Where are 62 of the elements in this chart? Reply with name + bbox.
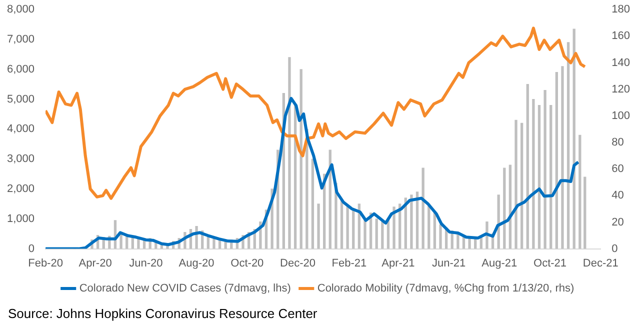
- y2-tick-label: 0: [612, 242, 618, 255]
- source-note: Source: Johns Hopkins Coronavirus Resource Center: [8, 306, 318, 321]
- y2-tick-label: 60: [612, 163, 624, 176]
- x-tick-label: Aug-20: [178, 257, 214, 270]
- bar: [317, 204, 320, 249]
- bar: [352, 210, 355, 249]
- y-tick-label: 7,000: [6, 34, 35, 46]
- bar: [526, 84, 529, 249]
- legend-label: Colorado Mobility (7dmavg, %Chg from 1/13/20, rhs): [317, 282, 574, 295]
- x-tick-label: Apr-20: [78, 257, 112, 270]
- bar: [532, 98, 535, 249]
- bar: [538, 104, 541, 249]
- bar: [439, 224, 442, 249]
- y-tick-label: 2,000: [6, 183, 35, 196]
- bar: [212, 238, 216, 249]
- y-tick-label: 6,000: [6, 63, 35, 76]
- y2-tick-label: 80: [612, 136, 624, 149]
- y2-tick-label: 40: [612, 190, 624, 202]
- x-tick-label: Oct-21: [534, 257, 567, 270]
- bar: [550, 104, 552, 249]
- y-tick-label: 3,000: [6, 153, 35, 166]
- y-tick-label: 1,000: [6, 212, 35, 225]
- y-tick-label: 8,000: [6, 4, 35, 16]
- x-tick-label: Jun-20: [129, 257, 163, 270]
- bar: [584, 176, 586, 249]
- bar: [544, 90, 546, 249]
- bar: [520, 122, 524, 249]
- x-tick-label: Aug-21: [482, 257, 518, 270]
- bar: [514, 120, 518, 249]
- bar: [340, 200, 344, 249]
- bar: [375, 218, 378, 249]
- bar: [346, 206, 349, 249]
- x-tick-label: Feb-21: [332, 257, 367, 270]
- y2-tick-label: 20: [612, 216, 624, 228]
- x-tick-label: Oct-20: [230, 257, 264, 270]
- bar: [410, 194, 413, 249]
- bar: [364, 218, 366, 249]
- x-tick-label: Feb-20: [28, 257, 63, 270]
- x-tick-label: Dec-21: [582, 257, 618, 270]
- y2-tick-label: 120: [612, 83, 630, 96]
- bar: [555, 72, 558, 249]
- x-tick-label: Jun-21: [432, 257, 466, 270]
- bar: [381, 222, 384, 249]
- y-tick-label: 4,000: [6, 123, 35, 136]
- bar: [392, 206, 396, 249]
- y2-tick-label: 140: [612, 56, 630, 69]
- bar: [561, 66, 564, 249]
- y-tick-label: 0: [28, 242, 35, 255]
- x-tick-label: Apr-21: [382, 257, 415, 270]
- bar: [456, 234, 460, 249]
- y2-tick-label: 180: [612, 4, 630, 16]
- bar: [422, 168, 424, 249]
- y2-tick-label: 160: [612, 30, 630, 42]
- y2-tick-label: 100: [612, 110, 630, 122]
- y-tick-label: 5,000: [6, 93, 35, 106]
- bar: [288, 57, 291, 249]
- bar: [311, 158, 314, 249]
- bar: [578, 134, 582, 249]
- legend-label: Colorado New COVID Cases (7dmavg, lhs): [79, 282, 291, 295]
- bar: [566, 42, 570, 249]
- bar: [503, 168, 506, 249]
- x-tick-label: Dec-20: [280, 257, 316, 270]
